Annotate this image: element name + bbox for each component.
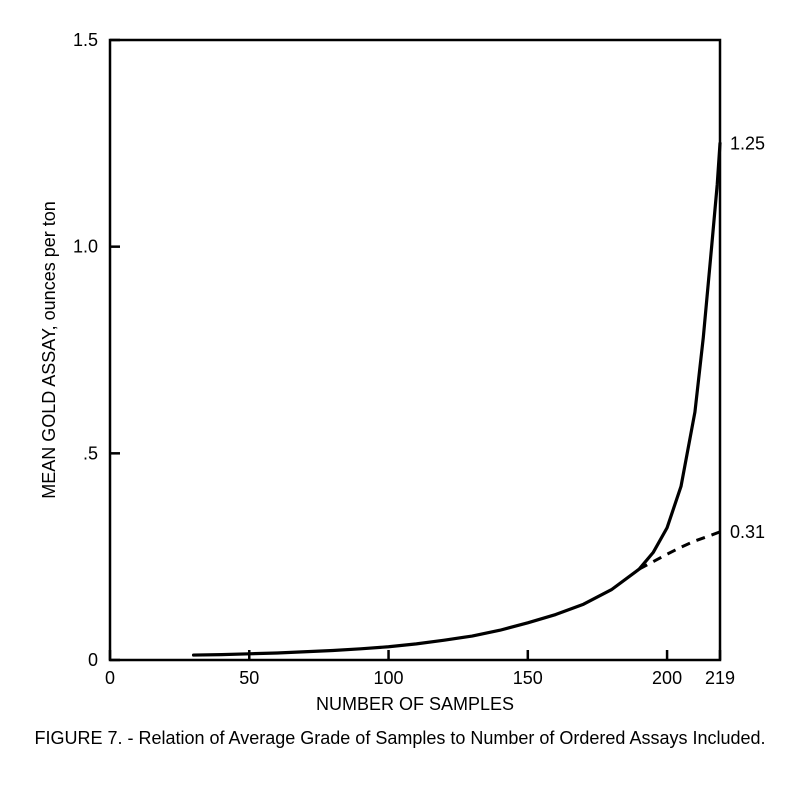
figure-caption: FIGURE 7. - Relation of Average Grade of… (20, 728, 780, 749)
svg-text:.5: .5 (83, 443, 98, 463)
svg-text:50: 50 (239, 668, 259, 688)
svg-text:1.5: 1.5 (73, 30, 98, 50)
svg-text:100: 100 (374, 668, 404, 688)
svg-text:NUMBER OF SAMPLES: NUMBER OF SAMPLES (316, 694, 514, 714)
chart-container: 0 50 100 150 200 219 0 .5 1.0 1.5 NUMBER OF SAMPLE… (20, 20, 780, 783)
svg-text:219: 219 (705, 668, 735, 688)
svg-text:200: 200 (652, 668, 682, 688)
caption-text: Relation of Average Grade of Samples to … (139, 728, 766, 748)
svg-text:0: 0 (88, 650, 98, 670)
svg-text:0.31: 0.31 (730, 522, 765, 542)
caption-prefix: FIGURE 7. - (34, 728, 138, 748)
svg-text:150: 150 (513, 668, 543, 688)
svg-text:1.0: 1.0 (73, 237, 98, 257)
svg-text:1.25: 1.25 (730, 133, 765, 153)
svg-text:0: 0 (105, 668, 115, 688)
svg-text:MEAN GOLD ASSAY, ounces per to: MEAN GOLD ASSAY, ounces per ton (39, 201, 59, 498)
line-chart: 0 50 100 150 200 219 0 .5 1.0 1.5 NUMBER OF SAMPLE… (20, 20, 780, 720)
